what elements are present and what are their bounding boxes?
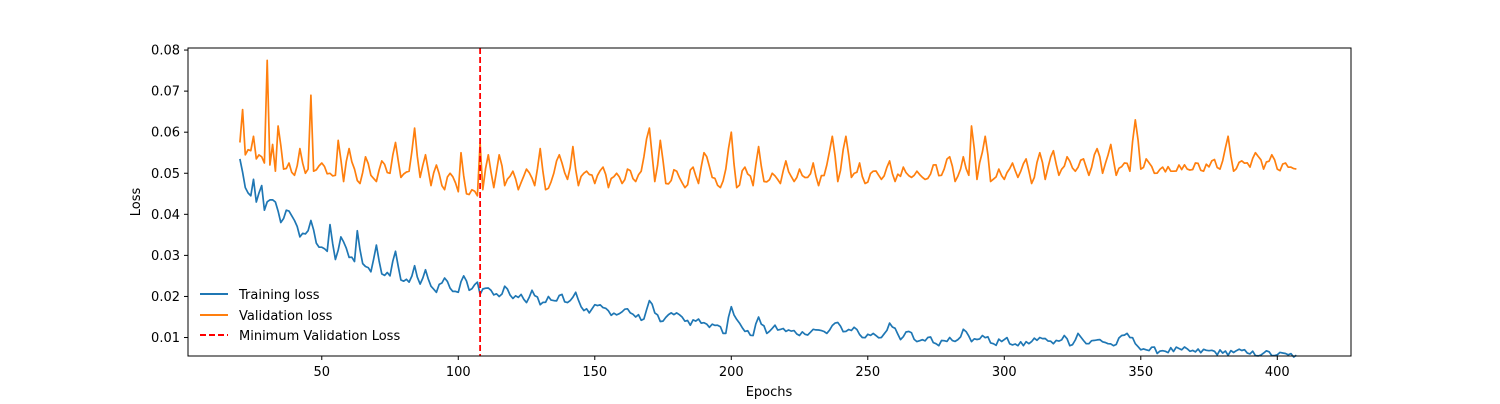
plot-clip-group xyxy=(239,48,1297,358)
x-axis: 50 100 150 200 250 300 350 400 xyxy=(313,356,1290,380)
y-tick-label: 0.02 xyxy=(151,290,180,305)
x-tick-label: 50 xyxy=(313,365,330,380)
x-tick-label: 250 xyxy=(855,365,880,380)
legend-label-validation: Validation loss xyxy=(239,309,333,324)
x-tick-label: 150 xyxy=(582,365,607,380)
y-tick-label: 0.01 xyxy=(151,331,180,346)
x-tick-label: 300 xyxy=(992,365,1017,380)
plot-area xyxy=(188,48,1351,356)
y-axis-label: Loss xyxy=(129,188,144,217)
x-tick-label: 350 xyxy=(1128,365,1153,380)
x-tick-label: 100 xyxy=(446,365,471,380)
y-tick-label: 0.04 xyxy=(151,208,180,223)
validation-loss-line xyxy=(239,59,1297,197)
x-tick-label: 200 xyxy=(719,365,744,380)
legend-label-min-val: Minimum Validation Loss xyxy=(239,329,400,344)
y-tick-label: 0.07 xyxy=(151,85,180,100)
y-tick-label: 0.08 xyxy=(151,44,180,59)
y-tick-label: 0.06 xyxy=(151,126,180,141)
x-axis-label: Epochs xyxy=(746,385,793,400)
y-tick-label: 0.05 xyxy=(151,167,180,182)
legend: Training loss Validation loss Minimum Va… xyxy=(200,288,400,344)
plot-frame xyxy=(187,47,1352,357)
y-tick-label: 0.03 xyxy=(151,249,180,264)
legend-label-training: Training loss xyxy=(238,288,320,303)
y-axis: 0.01 0.02 0.03 0.04 0.05 0.06 0.07 0.08 xyxy=(151,44,188,346)
training-loss-line xyxy=(239,158,1297,358)
x-tick-label: 400 xyxy=(1265,365,1290,380)
